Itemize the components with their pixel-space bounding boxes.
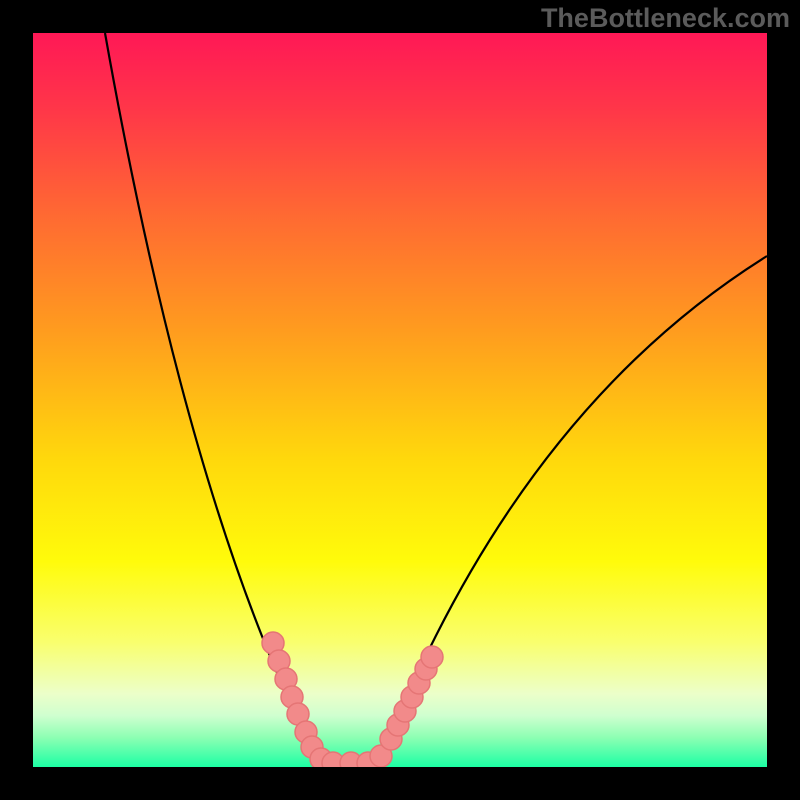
chart-container: TheBottleneck.com (0, 0, 800, 800)
marker-dot (421, 646, 443, 668)
watermark-text: TheBottleneck.com (541, 3, 790, 34)
plot-area (33, 33, 767, 767)
gradient-background (33, 33, 767, 767)
plot-svg (33, 33, 767, 767)
